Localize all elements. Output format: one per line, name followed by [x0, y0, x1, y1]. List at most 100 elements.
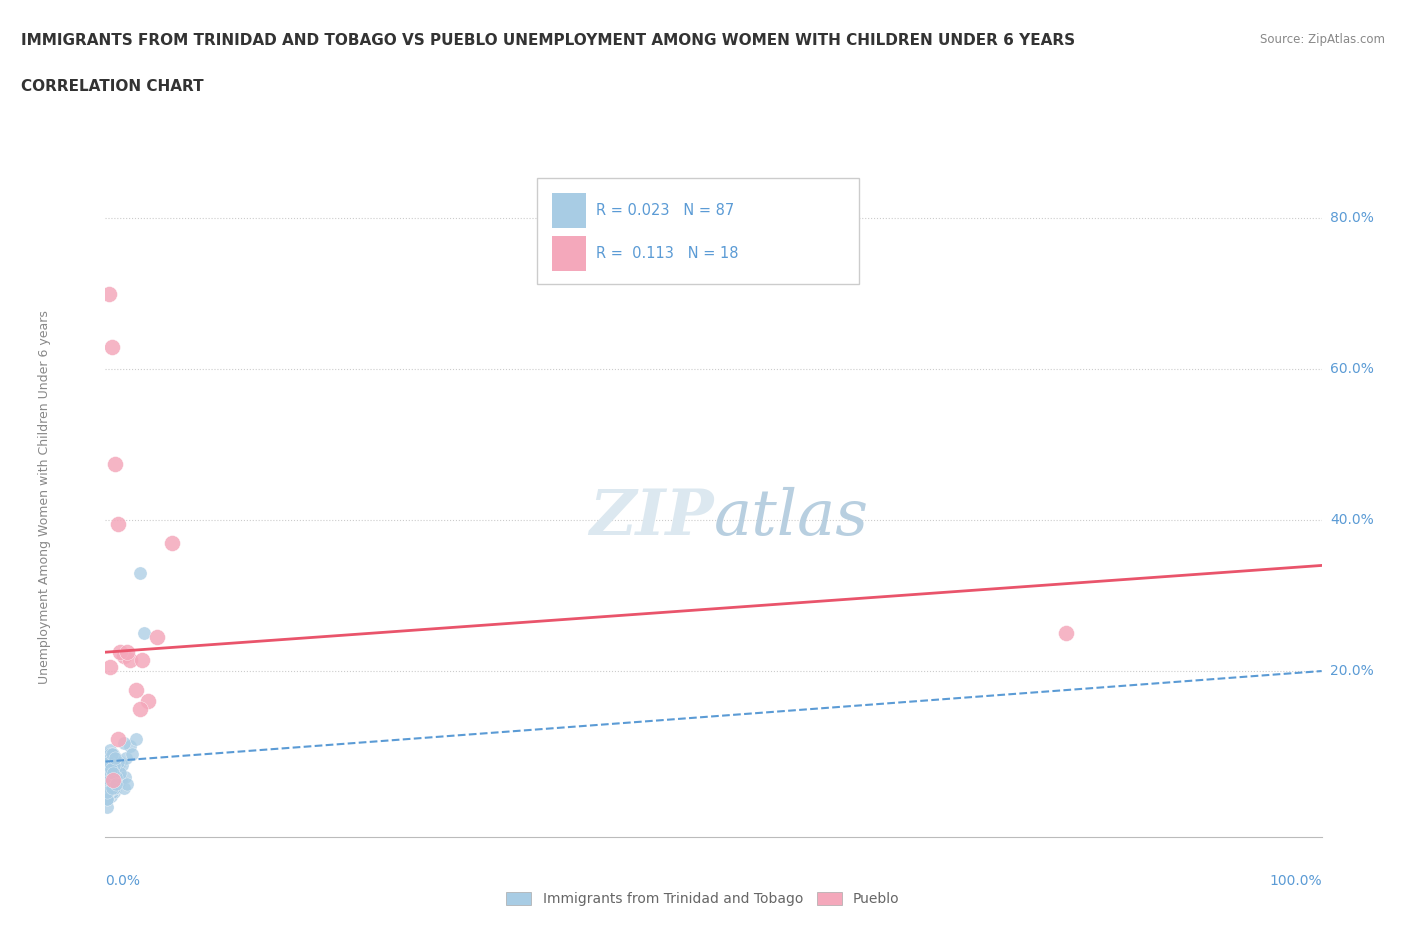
- Point: [96, 777, 118, 791]
- Point: [98, 754, 121, 769]
- Point: [98, 773, 121, 788]
- Point: [118, 739, 141, 754]
- Point: [104, 765, 127, 780]
- Point: [125, 683, 148, 698]
- Point: [97, 784, 120, 799]
- Point: [98, 765, 121, 780]
- Point: [96, 791, 118, 806]
- Point: [96, 800, 118, 815]
- Point: [101, 784, 124, 799]
- Point: [162, 536, 184, 551]
- Point: [101, 769, 124, 784]
- Point: [107, 732, 129, 747]
- Point: [100, 762, 122, 777]
- Point: [115, 751, 138, 765]
- Point: [125, 732, 148, 747]
- Point: [145, 630, 167, 644]
- Point: [117, 777, 139, 791]
- Point: [103, 758, 125, 773]
- Point: [97, 784, 120, 799]
- Point: [98, 286, 121, 301]
- Text: CORRELATION CHART: CORRELATION CHART: [21, 79, 204, 94]
- Point: [96, 769, 118, 784]
- Point: [96, 791, 118, 806]
- Point: [98, 762, 121, 777]
- Text: 80.0%: 80.0%: [1330, 211, 1374, 225]
- Point: [97, 751, 120, 765]
- Point: [101, 747, 124, 762]
- Point: [103, 751, 125, 765]
- Point: [101, 777, 124, 791]
- Point: [98, 660, 121, 675]
- Point: [98, 743, 121, 758]
- Point: [112, 780, 135, 795]
- Text: ZIP: ZIP: [589, 487, 713, 549]
- Point: [96, 791, 118, 806]
- Point: [97, 747, 120, 762]
- Point: [105, 765, 128, 780]
- Text: 60.0%: 60.0%: [1330, 363, 1374, 377]
- Point: [108, 769, 131, 784]
- Point: [96, 765, 118, 780]
- Point: [107, 516, 129, 531]
- Text: 100.0%: 100.0%: [1270, 874, 1322, 888]
- Point: [97, 762, 120, 777]
- Point: [100, 747, 122, 762]
- Point: [108, 754, 131, 769]
- Point: [96, 758, 118, 773]
- Point: [97, 751, 120, 765]
- Point: [98, 769, 121, 784]
- Point: [104, 777, 127, 791]
- Point: [100, 777, 122, 791]
- Point: [96, 788, 118, 803]
- Point: [114, 769, 136, 784]
- Text: R = 0.023   N = 87: R = 0.023 N = 87: [596, 203, 734, 218]
- Point: [112, 648, 135, 663]
- Point: [97, 773, 120, 788]
- Text: 0.0%: 0.0%: [105, 874, 141, 888]
- Point: [128, 565, 150, 580]
- Point: [98, 773, 121, 788]
- Point: [105, 769, 128, 784]
- Text: Unemployment Among Women with Children Under 6 years: Unemployment Among Women with Children U…: [38, 311, 51, 684]
- Bar: [551, 193, 586, 228]
- Point: [103, 754, 125, 769]
- Point: [98, 773, 121, 788]
- Point: [103, 784, 125, 799]
- Point: [103, 758, 125, 773]
- Point: [108, 644, 131, 659]
- Point: [107, 773, 129, 788]
- Point: [112, 736, 135, 751]
- Point: [97, 765, 120, 780]
- Point: [96, 784, 118, 799]
- Point: [107, 754, 129, 769]
- Text: atlas: atlas: [713, 487, 869, 549]
- Text: R =  0.113   N = 18: R = 0.113 N = 18: [596, 246, 738, 261]
- Text: 40.0%: 40.0%: [1330, 513, 1374, 527]
- Point: [103, 780, 125, 795]
- Point: [98, 754, 121, 769]
- Point: [100, 769, 122, 784]
- Point: [1054, 626, 1077, 641]
- Point: [104, 780, 127, 795]
- Point: [97, 777, 120, 791]
- Point: [105, 777, 128, 791]
- Point: [134, 626, 156, 641]
- Point: [98, 754, 121, 769]
- Point: [128, 701, 150, 716]
- Point: [110, 773, 132, 788]
- Point: [103, 765, 125, 780]
- Point: [97, 777, 120, 791]
- Point: [104, 754, 127, 769]
- Point: [101, 773, 124, 788]
- Point: [98, 780, 121, 795]
- Point: [100, 762, 122, 777]
- Point: [131, 652, 153, 667]
- Point: [121, 747, 143, 762]
- Point: [107, 762, 129, 777]
- Point: [100, 773, 122, 788]
- Point: [96, 780, 118, 795]
- Point: [98, 769, 121, 784]
- Point: [118, 652, 141, 667]
- Text: IMMIGRANTS FROM TRINIDAD AND TOBAGO VS PUEBLO UNEMPLOYMENT AMONG WOMEN WITH CHIL: IMMIGRANTS FROM TRINIDAD AND TOBAGO VS P…: [21, 33, 1076, 47]
